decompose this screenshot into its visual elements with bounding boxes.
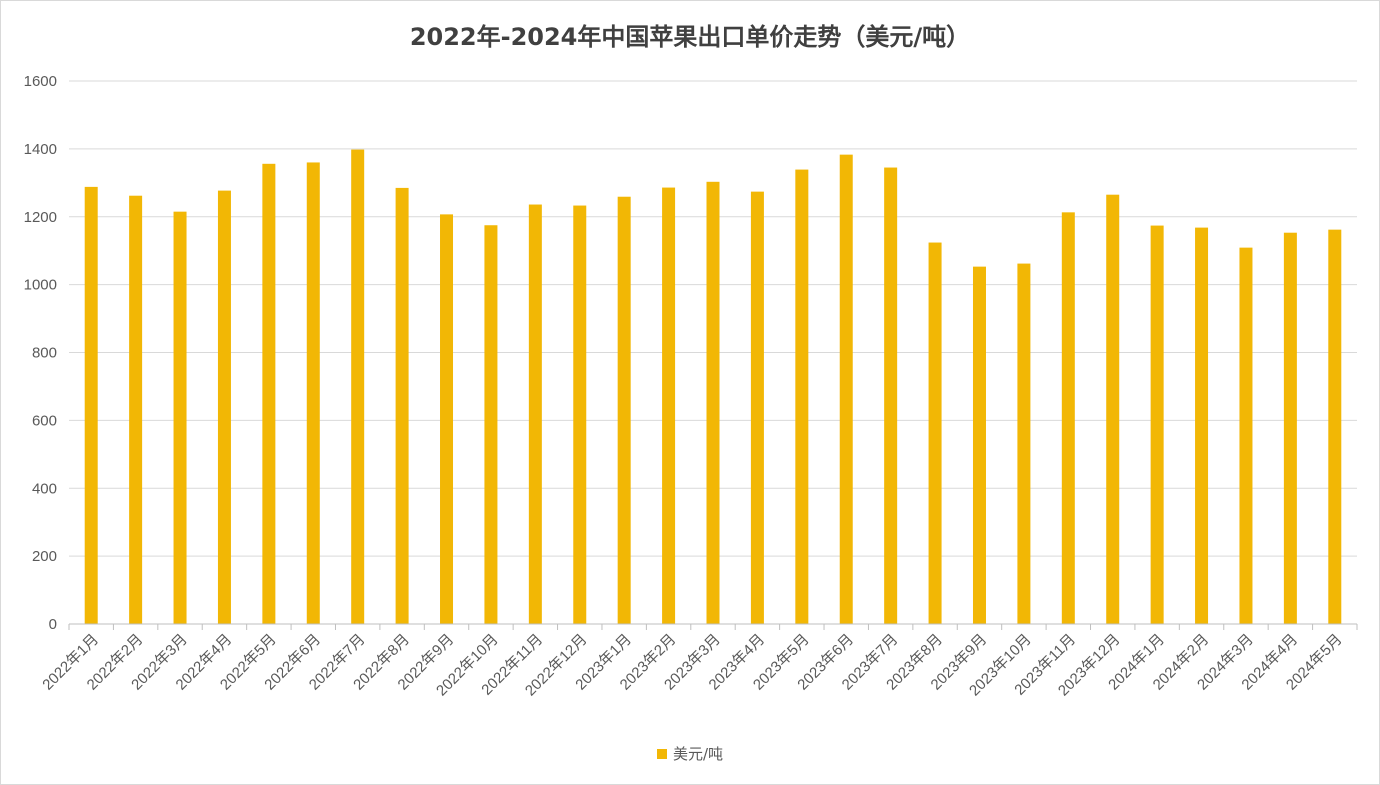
bar	[972, 266, 986, 624]
bar	[617, 196, 631, 624]
y-tick-label: 600	[32, 412, 57, 429]
y-tick-label: 200	[32, 548, 57, 565]
bar	[928, 242, 942, 625]
bar	[1017, 263, 1031, 624]
bar	[1150, 225, 1164, 625]
y-tick-label: 800	[32, 345, 57, 362]
y-tick-label: 1200	[24, 209, 57, 226]
bar	[306, 162, 320, 624]
y-tick-label: 1400	[24, 141, 57, 158]
bar	[795, 169, 809, 624]
y-tick-label: 400	[32, 480, 57, 497]
bar	[262, 163, 276, 624]
bar	[1195, 227, 1209, 625]
bar	[484, 225, 498, 624]
bar	[1239, 247, 1253, 624]
bar	[750, 191, 764, 625]
bar	[528, 204, 542, 624]
bar	[351, 149, 365, 624]
bar	[217, 190, 231, 625]
bar	[573, 205, 587, 624]
bar	[839, 154, 853, 624]
y-tick-label: 0	[49, 616, 57, 633]
bar	[440, 214, 454, 624]
legend-swatch	[656, 748, 667, 759]
bar	[1283, 232, 1297, 624]
bar	[173, 211, 187, 625]
bars	[84, 149, 1342, 625]
y-tick-label: 1000	[24, 277, 57, 294]
bar	[662, 187, 676, 624]
legend: 美元/吨	[1, 743, 1379, 764]
bar	[395, 187, 409, 624]
y-tick-label: 1600	[24, 73, 57, 90]
bar	[884, 167, 898, 624]
legend-label: 美元/吨	[672, 745, 724, 763]
bar	[84, 186, 98, 624]
bar	[129, 195, 143, 625]
bar	[1061, 212, 1075, 624]
chart-title: 2022年-2024年中国苹果出口单价走势（美元/吨）	[409, 23, 971, 51]
bar	[706, 181, 720, 624]
bar	[1106, 194, 1120, 625]
bar	[1328, 229, 1342, 625]
